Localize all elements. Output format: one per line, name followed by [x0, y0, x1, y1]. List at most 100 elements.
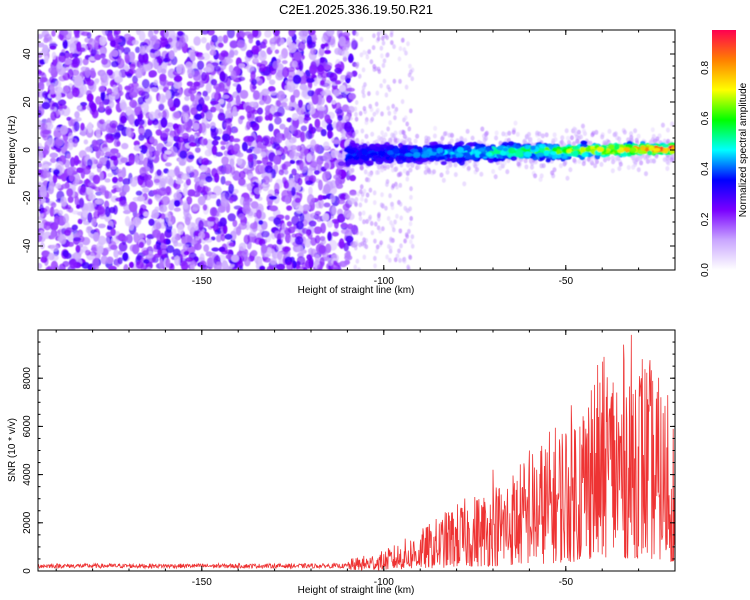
noise-cell [85, 202, 94, 212]
halo-cell [398, 130, 403, 136]
noise-cell [307, 89, 315, 97]
noise-cell [347, 105, 355, 113]
noise-cell [382, 58, 387, 64]
noise-cell [182, 113, 190, 123]
noise-cell [39, 123, 48, 130]
noise-cell [39, 77, 48, 83]
noise-cell [68, 132, 74, 142]
noise-cell [151, 209, 159, 219]
noise-cell [40, 197, 46, 203]
noise-cell [303, 267, 308, 270]
noise-cell [121, 142, 129, 150]
noise-cell [180, 173, 190, 181]
noise-cell [323, 202, 331, 208]
noise-cell [299, 75, 307, 86]
noise-cell [98, 119, 105, 125]
noise-cell [334, 80, 342, 85]
noise-cell [392, 44, 396, 50]
noise-cell [135, 190, 143, 196]
noise-cell [87, 122, 93, 133]
noise-cell [389, 238, 393, 244]
noise-cell [248, 230, 257, 237]
noise-cell [108, 100, 115, 109]
trace-cell [499, 150, 507, 156]
noise-cell [67, 196, 74, 204]
noise-cell [374, 248, 379, 254]
noise-cell [365, 192, 370, 198]
noise-cell [98, 35, 107, 46]
noise-cell [216, 261, 222, 266]
noise-cell [80, 185, 87, 194]
noise-cell [175, 242, 184, 247]
halo-cell [374, 139, 379, 145]
halo-cell [380, 167, 385, 173]
noise-cell [71, 210, 80, 215]
noise-cell [86, 158, 93, 168]
noise-cell [280, 101, 288, 108]
halo-cell [611, 159, 616, 165]
noise-cell [397, 248, 401, 254]
noise-cell [284, 105, 292, 111]
noise-cell [393, 219, 397, 225]
noise-cell [355, 230, 359, 236]
noise-cell [311, 94, 319, 105]
noise-cell [160, 243, 168, 249]
noise-cell [254, 237, 264, 245]
noise-cell [135, 261, 144, 269]
noise-cell [312, 36, 318, 41]
noise-cell [238, 222, 248, 230]
noise-cell [44, 55, 49, 64]
noise-cell [164, 30, 169, 39]
noise-cell [41, 129, 51, 135]
noise-cell [405, 176, 410, 182]
noise-cell [70, 63, 79, 68]
noise-cell [76, 104, 82, 111]
noise-cell [274, 49, 280, 54]
noise-cell [61, 183, 70, 189]
noise-cell [159, 259, 164, 269]
noise-cell [398, 182, 403, 188]
noise-cell [63, 213, 70, 223]
noise-cell [200, 164, 208, 172]
halo-cell [662, 138, 667, 144]
noise-cell [302, 204, 311, 212]
noise-cell [332, 139, 341, 144]
noise-cell [349, 191, 357, 196]
noise-cell [380, 192, 384, 198]
noise-cell [100, 90, 106, 102]
halo-cell [633, 128, 638, 134]
noise-cell [372, 200, 377, 206]
noise-cell [66, 153, 71, 159]
halo-cell [649, 158, 654, 164]
halo-cell [665, 166, 670, 172]
noise-cell [147, 30, 154, 39]
noise-cell [343, 121, 353, 133]
noise-cell [61, 172, 68, 182]
noise-cell [140, 91, 150, 100]
noise-cell [110, 228, 116, 236]
noise-cell [171, 228, 177, 238]
noise-cell [52, 174, 58, 184]
noise-cell [63, 229, 72, 237]
halo-cell [607, 128, 612, 134]
noise-cell [373, 221, 378, 227]
noise-cell [193, 81, 201, 87]
noise-cell [316, 65, 325, 75]
halo-cell [650, 127, 655, 133]
noise-cell [381, 226, 385, 232]
noise-cell [155, 129, 162, 136]
noise-cell [298, 60, 304, 72]
noise-cell [173, 111, 182, 119]
noise-cell [143, 259, 150, 264]
noise-cell [268, 123, 274, 132]
noise-cell [326, 94, 333, 104]
noise-cell [157, 65, 163, 74]
noise-cell [62, 39, 69, 50]
noise-cell [41, 101, 51, 110]
trace-cell [366, 160, 374, 166]
halo-cell [465, 160, 470, 166]
noise-cell [358, 110, 363, 116]
noise-cell [184, 257, 194, 262]
halo-cell [423, 169, 428, 175]
noise-cell [246, 120, 251, 130]
